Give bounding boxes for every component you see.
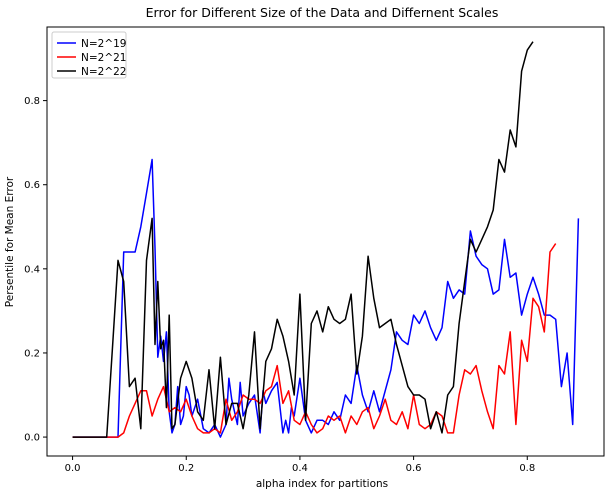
y-tick-label: 0.8 — [24, 96, 40, 107]
series-line-3 — [72, 41, 534, 438]
y-axis-label: Persentile for Mean Error — [4, 176, 16, 307]
y-axis: 0.0 0.2 0.4 0.6 0.8 — [24, 96, 47, 444]
legend-label-2: N=2^21 — [81, 52, 127, 64]
x-tick-label: 0.4 — [292, 463, 308, 474]
x-axis-label: alpha index for partitions — [256, 478, 388, 490]
chart-title: Error for Different Size of the Data and… — [146, 5, 499, 20]
y-tick-label: 0.6 — [24, 180, 40, 191]
series-line-2 — [72, 243, 557, 438]
x-axis: 0.0 0.2 0.4 0.6 0.8 — [65, 456, 535, 474]
plot-frame — [46, 26, 605, 457]
legend-label-1: N=2^19 — [81, 38, 127, 50]
x-tick-label: 0.6 — [406, 463, 422, 474]
legend: N=2^19 N=2^21 N=2^22 — [51, 31, 127, 79]
y-tick-label: 0.4 — [24, 264, 40, 275]
y-tick-label: 0.2 — [24, 348, 40, 359]
x-tick-label: 0.0 — [65, 463, 81, 474]
x-tick-label: 0.8 — [519, 463, 535, 474]
x-tick-label: 0.2 — [178, 463, 194, 474]
y-tick-label: 0.0 — [24, 433, 40, 444]
legend-label-3: N=2^22 — [81, 66, 127, 78]
series-line-1 — [72, 158, 580, 438]
plot-area — [72, 41, 580, 438]
